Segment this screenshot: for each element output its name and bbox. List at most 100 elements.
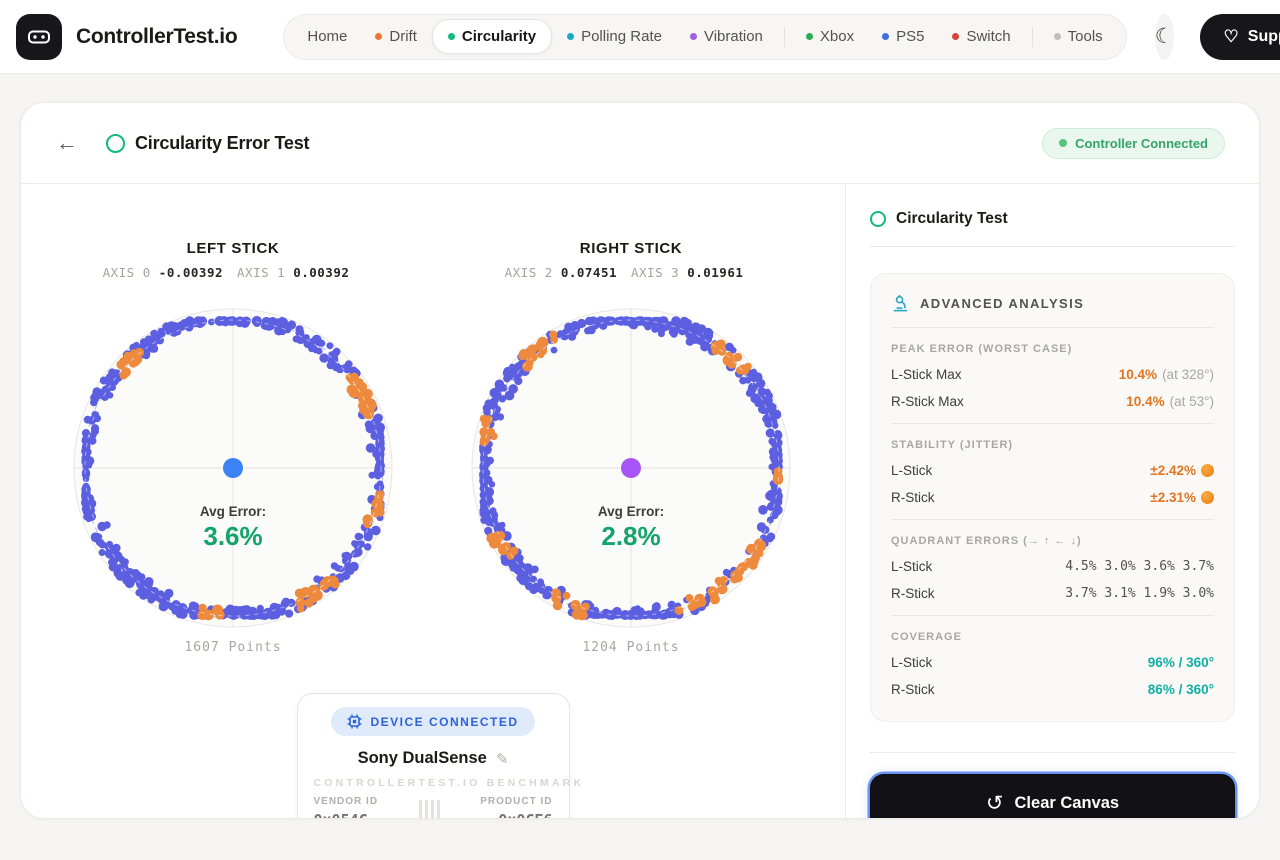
nav-item-circularity[interactable]: Circularity: [431, 19, 553, 54]
main-nav: Home Drift Circularity Polling Rate Vibr…: [283, 13, 1127, 60]
gamepad-icon: [28, 30, 50, 43]
vendor-id-value: 0x054C: [314, 811, 379, 818]
nav-item-dot: [952, 33, 960, 40]
advanced-analysis-card: ADVANCED ANALYSIS PEAK ERROR (WORST CASE…: [870, 273, 1235, 722]
edit-pencil-icon[interactable]: ✎: [495, 750, 509, 768]
analysis-row: L-Stick ±2.42%: [891, 463, 1214, 478]
device-info-card: DEVICE CONNECTED Sony DualSense ✎ CONTRO…: [296, 693, 585, 818]
nav-item-xbox[interactable]: Xbox: [793, 20, 867, 53]
nav-item-vibration[interactable]: Vibration: [677, 20, 776, 53]
analysis-row: R-Stick ±2.31%: [891, 490, 1214, 505]
nav-item-label: Polling Rate: [581, 28, 662, 45]
circularity-ring-icon-small: [870, 211, 886, 227]
panel-title: Circularity Test: [896, 210, 1008, 227]
stick-axis-readout: AXIS 0 -0.00392 AXIS 1 0.00392: [102, 265, 350, 280]
brand-name: ControllerTest.io: [76, 24, 238, 48]
vendor-id-block: VENDOR ID 0x054C: [313, 796, 379, 818]
advanced-analysis-header: ADVANCED ANALYSIS: [891, 294, 1214, 328]
plots-column: LEFT STICK AXIS 0 -0.00392 AXIS 1 0.00392…: [21, 184, 846, 818]
nav-separator: [1031, 26, 1033, 47]
nav-item-dot: [882, 33, 890, 40]
stick-plot: [73, 308, 393, 628]
page-title: Circularity Error Test: [135, 132, 310, 153]
barcode-watermark-icon: [418, 800, 440, 818]
nav-item-label: Drift: [389, 28, 417, 45]
top-navigation-bar: ControllerTest.io Home Drift Circularity…: [0, 0, 1280, 74]
analysis-section: QUADRANT ERRORS (→ ↑ ← ↓) L-Stick 4.5% 3…: [891, 520, 1214, 616]
device-name: Sony DualSense: [357, 749, 487, 767]
nav-item-dot: [447, 33, 455, 40]
stick-points-count: 1204 Points: [582, 640, 680, 655]
analysis-row-value: 3.7% 3.1% 1.9% 3.0%: [1065, 586, 1214, 601]
analysis-row: L-Stick 96% / 360°: [891, 655, 1214, 670]
nav-item-home[interactable]: Home: [294, 20, 360, 53]
advanced-analysis-title: ADVANCED ANALYSIS: [920, 296, 1085, 311]
analysis-row-label: R-Stick: [891, 586, 935, 601]
microscope-icon: [893, 294, 908, 312]
analysis-section-heading: QUADRANT ERRORS (→ ↑ ← ↓): [891, 535, 1082, 547]
nav-item-drift[interactable]: Drift: [362, 20, 430, 53]
analysis-row-value: ±2.42%: [1150, 463, 1214, 478]
analysis-row: L-Stick Max 10.4% (at 328°): [891, 367, 1214, 382]
nav-item-label: Tools: [1067, 28, 1103, 45]
clear-canvas-button[interactable]: ↺ Clear Canvas: [870, 774, 1235, 818]
device-connected-badge: DEVICE CONNECTED: [331, 707, 535, 736]
status-badge-label: Controller Connected: [1075, 135, 1208, 151]
nav-item-label: PS5: [896, 28, 925, 45]
status-dot: [1059, 139, 1068, 147]
stick-plot: [471, 308, 791, 628]
analysis-section-heading: STABILITY (JITTER): [891, 439, 1014, 451]
chip-icon: [347, 714, 362, 729]
nav-item-switch[interactable]: Switch: [939, 20, 1023, 53]
circularity-ring-icon: [106, 133, 125, 153]
back-button[interactable]: ←: [56, 130, 78, 155]
analysis-section: COVERAGE L-Stick 96% / 360° R-Stick 86% …: [891, 616, 1214, 701]
analysis-row-value: ±2.31%: [1150, 490, 1214, 505]
controller-connected-badge: Controller Connected: [1042, 127, 1225, 159]
nav-item-dot: [805, 33, 813, 40]
analysis-section: PEAK ERROR (WORST CASE) L-Stick Max 10.4…: [891, 328, 1214, 424]
analysis-row-label: L-Stick: [891, 463, 933, 478]
brand-logo[interactable]: [16, 13, 62, 60]
nav-item-tools[interactable]: Tools: [1041, 20, 1116, 53]
analysis-row: L-Stick 4.5% 3.0% 3.6% 3.7%: [891, 559, 1214, 574]
moon-icon: ☾: [1154, 25, 1174, 48]
dark-mode-toggle[interactable]: ☾: [1154, 13, 1174, 60]
stick-title: RIGHT STICK: [579, 240, 683, 257]
support-label: Support: [1247, 27, 1280, 45]
analysis-row-label: R-Stick: [891, 682, 935, 697]
analysis-row-value: 96% / 360°: [1147, 655, 1214, 670]
analysis-row: R-Stick 86% / 360°: [891, 682, 1214, 697]
analysis-row: R-Stick Max 10.4% (at 53°): [891, 394, 1214, 409]
analysis-row-value: 10.4% (at 53°): [1126, 394, 1214, 409]
nav-item-dot: [375, 33, 383, 40]
panel-divider: [870, 752, 1235, 753]
analysis-row-label: R-Stick Max: [891, 394, 964, 409]
analysis-section: STABILITY (JITTER) L-Stick ±2.42% R-Stic…: [891, 424, 1214, 520]
nav-item-ps5[interactable]: PS5: [869, 20, 937, 53]
heart-icon: ♡: [1223, 27, 1239, 46]
product-id-value: 0x0CE6: [480, 811, 552, 818]
test-card: ← Circularity Error Test Controller Conn…: [20, 102, 1260, 819]
analysis-row-value: 4.5% 3.0% 3.6% 3.7%: [1065, 559, 1214, 574]
support-button[interactable]: ♡ Support: [1199, 13, 1280, 60]
undo-icon: ↺: [985, 791, 1004, 815]
nav-item-label: Circularity: [461, 28, 537, 45]
nav-item-dot: [567, 33, 575, 40]
nav-item-label: Switch: [966, 28, 1011, 45]
nav-item-label: Xbox: [819, 28, 855, 45]
nav-item-dot: [689, 33, 697, 40]
analysis-row-label: L-Stick: [891, 559, 933, 574]
nav-item-polling-rate[interactable]: Polling Rate: [554, 20, 675, 53]
stick-plot-canvas: Avg Error: 3.6%: [73, 308, 393, 628]
device-connected-label: DEVICE CONNECTED: [370, 714, 519, 729]
stick-title: LEFT STICK: [186, 240, 280, 257]
benchmark-watermark: CONTROLLERTEST.IO BENCHMARK: [313, 777, 585, 789]
analysis-panel: Circularity Test ADVANCED ANALYSIS PEAK …: [846, 184, 1259, 818]
analysis-row-label: L-Stick Max: [891, 367, 962, 382]
analysis-row: R-Stick 3.7% 3.1% 1.9% 3.0%: [891, 586, 1214, 601]
analysis-row-label: L-Stick: [891, 655, 933, 670]
vendor-id-label: VENDOR ID: [313, 796, 379, 807]
analysis-section-heading: PEAK ERROR (WORST CASE): [891, 343, 1073, 355]
nav-item-dot: [1053, 33, 1061, 40]
